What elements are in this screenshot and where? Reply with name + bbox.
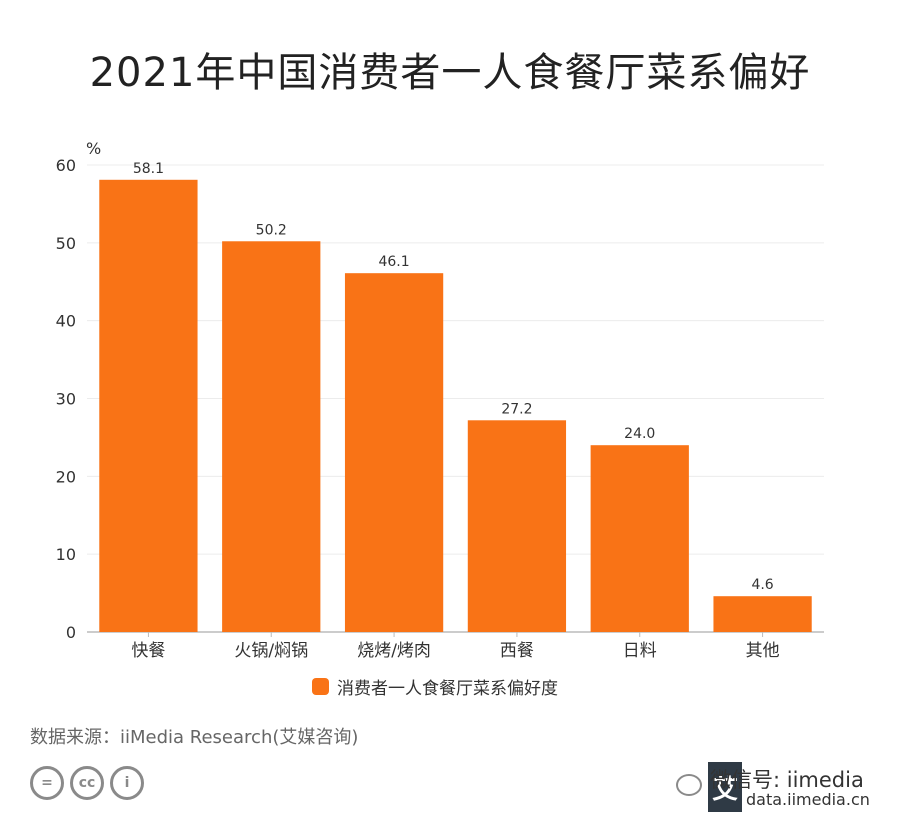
legend-label: 消费者一人食餐厅菜系偏好度 [337, 679, 558, 699]
bar [99, 179, 198, 632]
data-label: 27.2 [501, 401, 532, 417]
data-source: 数据来源：iiMedia Research(艾媒咨询) [30, 727, 359, 748]
data-label: 24.0 [624, 426, 655, 442]
chart-title: 2021年中国消费者一人食餐厅菜系偏好 [89, 50, 811, 96]
y-tick-label: 20 [56, 467, 76, 486]
x-tick-label: 快餐 [131, 641, 165, 661]
watermark-wechat-id: 微信号: iimedia [710, 768, 864, 792]
x-tick-label: 其他 [746, 641, 780, 661]
y-tick-label: 50 [56, 234, 76, 253]
legend-swatch [312, 678, 329, 695]
bar [713, 596, 812, 632]
bar [590, 445, 689, 632]
data-label: 50.2 [256, 222, 287, 238]
y-tick-label: 40 [56, 312, 76, 331]
license-icons: = cc i [30, 766, 144, 800]
bar [344, 273, 444, 632]
legend[interactable]: 消费者一人食餐厅菜系偏好度 [312, 674, 558, 699]
y-axis-label: % [86, 139, 101, 158]
x-tick-label: 火锅/焖锅 [234, 641, 308, 661]
data-label: 4.6 [751, 577, 773, 593]
data-label: 58.1 [133, 161, 164, 177]
equal-icon: = [30, 766, 64, 800]
wechat-icon [676, 774, 702, 796]
y-tick-label: 30 [56, 390, 76, 409]
y-tick-label: 0 [66, 623, 76, 642]
y-tick-label: 10 [56, 545, 76, 564]
data-label: 46.1 [378, 254, 409, 270]
iimedia-logo: 艾 [708, 762, 742, 812]
watermark-url: data.iimedia.cn [746, 790, 870, 809]
watermark: 艾 微信号: iimedia data.iimedia.cn [672, 760, 892, 818]
bar [222, 241, 321, 632]
person-icon: i [110, 766, 144, 800]
y-tick-label: 60 [56, 156, 76, 175]
bar-chart: 0 10 20 30 40 50 60% 58.1 快餐 50.2 火锅/焖锅 46.1 烧烤/烤肉 27… [56, 139, 824, 661]
x-tick-label: 西餐 [500, 641, 534, 661]
x-tick-label: 日料 [623, 641, 657, 661]
bar [467, 420, 567, 632]
x-tick-label: 烧烤/烤肉 [357, 641, 431, 661]
cc-icon: cc [70, 766, 104, 800]
